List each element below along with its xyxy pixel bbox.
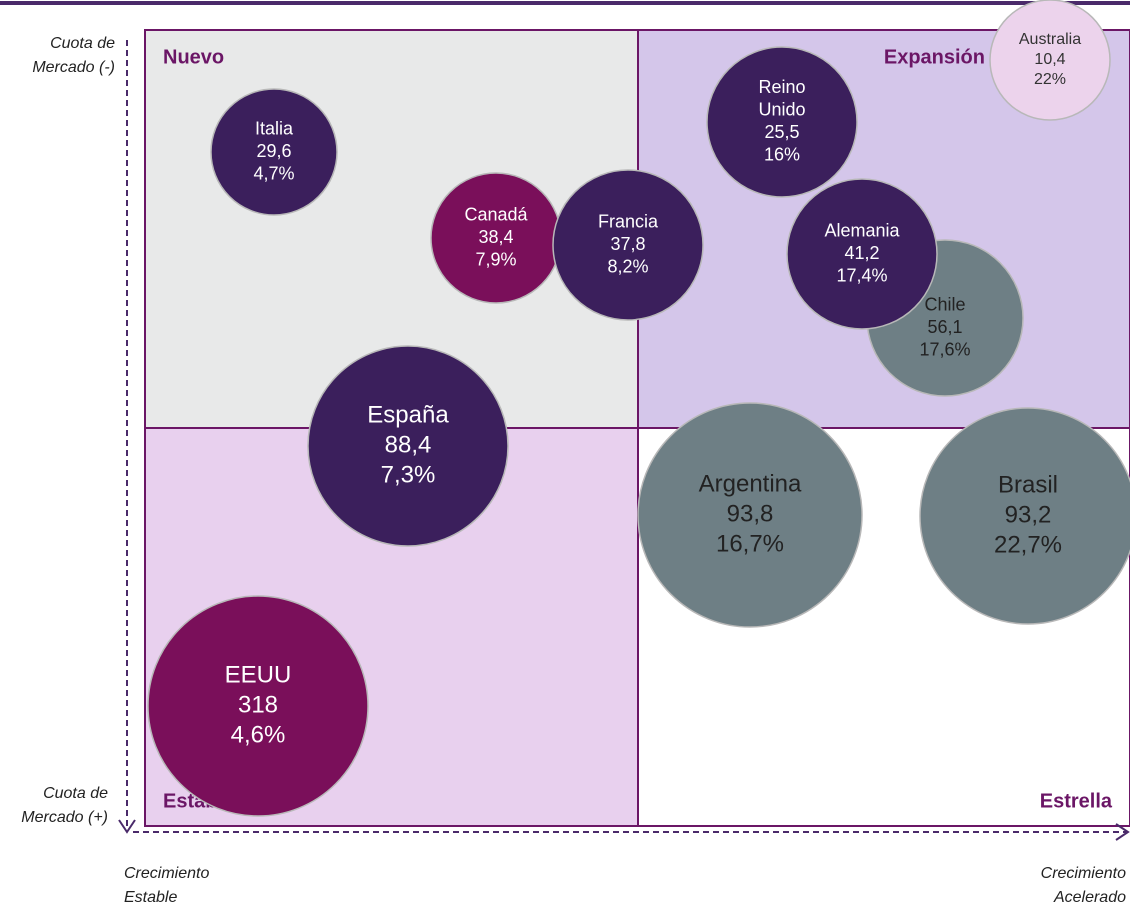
bubble-label: 8,2%: [607, 256, 648, 276]
bubble-label: 10,4: [1034, 51, 1065, 68]
bubble-label: 22,7%: [994, 531, 1062, 558]
axis-label: Crecimiento: [1041, 865, 1126, 882]
bubble-label: Reino: [758, 77, 805, 97]
bubble-label: Alemania: [824, 220, 900, 240]
bubble-label: Argentina: [699, 470, 802, 497]
bubble: [706, 46, 858, 198]
bubble: [210, 88, 338, 216]
bubble-label: Brasil: [998, 471, 1058, 498]
axis-label: Mercado (-): [32, 59, 115, 76]
bubble-label: Italia: [255, 118, 294, 138]
bubble-label: España: [367, 401, 449, 428]
bubble: [989, 0, 1111, 121]
bubble-label: 93,2: [1005, 501, 1052, 528]
bubble-label: 16%: [764, 145, 800, 165]
axis-label: Estable: [124, 889, 177, 906]
quadrant-label: Estrella: [1040, 790, 1113, 812]
bubble-label: Unido: [758, 100, 805, 120]
bubble-label: 17,6%: [919, 339, 970, 359]
bubble-label: 41,2: [844, 243, 879, 263]
bubble-label: 56,1: [927, 317, 962, 337]
bubble-label: 22%: [1034, 71, 1066, 88]
axis-label: Cuota de: [43, 785, 108, 802]
bubble-label: Australia: [1019, 31, 1081, 48]
axis-label: Mercado (+): [21, 809, 108, 826]
bubble: [637, 402, 863, 628]
bubble: [919, 407, 1130, 625]
bubble: [552, 169, 704, 321]
bubble-label: Francia: [598, 211, 659, 231]
bubble-label: 88,4: [385, 431, 432, 458]
bubble-label: 25,5: [764, 122, 799, 142]
bubble-label: 93,8: [727, 500, 774, 527]
axis-label: Acelerado: [1053, 889, 1126, 906]
bubble-label: 7,9%: [475, 249, 516, 269]
bubble-label: Canadá: [464, 204, 528, 224]
bubble-label: 318: [238, 691, 278, 718]
bubble-label: 38,4: [478, 227, 513, 247]
quadrant-label: Expansión: [884, 46, 985, 68]
bubble: [147, 595, 369, 817]
bubble-label: 16,7%: [716, 530, 784, 557]
bubble-label: 4,6%: [231, 721, 286, 748]
bubble-label: EEUU: [225, 661, 292, 688]
bubble-label: 7,3%: [381, 461, 436, 488]
axis-label: Crecimiento: [124, 865, 209, 882]
axis-label: Cuota de: [50, 35, 115, 52]
bubble-label: 29,6: [256, 141, 291, 161]
bubble: [786, 178, 938, 330]
bubble-label: 37,8: [610, 234, 645, 254]
bubble-label: 17,4%: [836, 265, 887, 285]
bubble-label: Chile: [924, 294, 965, 314]
bubble-label: 4,7%: [253, 163, 294, 183]
quadrant-label: Nuevo: [163, 46, 224, 68]
bubble: [307, 345, 509, 547]
arrow: [118, 819, 136, 834]
arrow: [1115, 823, 1130, 841]
